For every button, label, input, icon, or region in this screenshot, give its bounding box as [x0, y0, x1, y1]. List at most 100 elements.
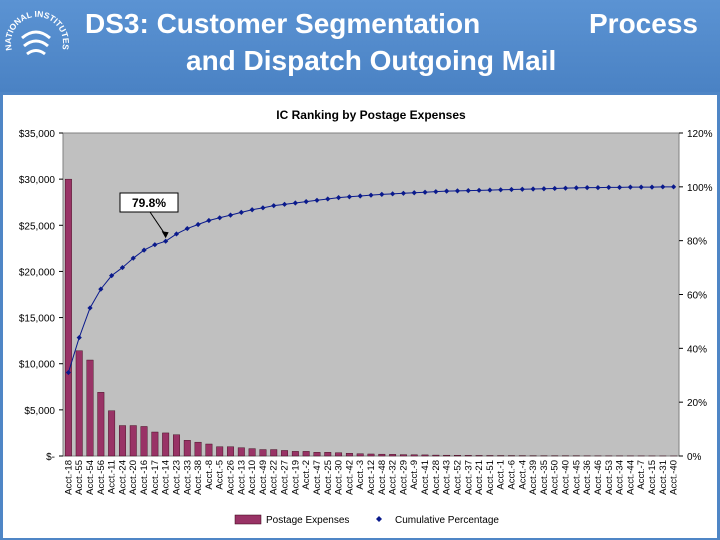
cumulative-point-Acct.-28	[433, 189, 439, 195]
right-axis-tick-label: 40%	[687, 344, 707, 355]
cumulative-point-Acct.-11	[109, 273, 115, 279]
x-tick-label: Acct.-13	[236, 460, 247, 495]
x-tick-label: Acct.-40	[561, 460, 572, 495]
x-tick-label: Acct.-23	[171, 460, 182, 495]
bar-postage-Acct.-9	[410, 454, 418, 457]
x-tick-label: Acct.-26	[226, 460, 237, 495]
cumulative-point-Acct.-38	[195, 221, 201, 228]
cumulative-point-Acct.-18	[65, 369, 72, 376]
cumulative-point-Acct.-6	[508, 186, 515, 193]
x-tick-label: Acct.-49	[258, 460, 269, 495]
legend-label-cumulative: Cumulative Percentage	[395, 515, 499, 526]
bar-postage-Acct.-19	[291, 451, 299, 457]
cumulative-point-Acct.-25	[325, 196, 331, 202]
bar-postage-Acct.-28	[432, 454, 440, 457]
cumulative-point-Acct.-22	[271, 203, 277, 209]
x-tick-label: Acct.-50	[550, 460, 561, 495]
bar-postage-Acct.-48	[378, 453, 386, 457]
cumulative-point-Acct.-49	[260, 205, 266, 211]
cumulative-point-Acct.-29	[400, 190, 407, 196]
bar-postage-Acct.-25	[324, 452, 332, 457]
bar-postage-Acct.-32	[389, 454, 397, 457]
cumulative-point-Acct.-7	[638, 184, 644, 190]
x-tick-label: Acct.-7	[636, 460, 647, 490]
legend-line-marker	[376, 516, 382, 522]
x-tick-label: Acct.-27	[280, 460, 291, 495]
nih-logo: NATIONAL INSTITUTES OF HEALTH	[0, 0, 71, 56]
bar-postage-Acct.-52	[454, 455, 461, 457]
x-tick-label: Acct.-8	[204, 460, 215, 490]
x-tick-label: Acct.-30	[334, 460, 345, 495]
callout-arrowhead	[161, 231, 169, 239]
cumulative-point-Acct.-12	[368, 192, 374, 198]
x-tick-label: Acct.-19	[290, 460, 301, 495]
cumulative-point-Acct.-17	[152, 242, 158, 248]
bar-postage-Acct.-8	[205, 443, 213, 457]
legend-bar-swatch	[234, 514, 262, 525]
legend-label-postage: Postage Expenses	[266, 515, 349, 526]
bar-postage-Acct.-37	[464, 455, 472, 457]
left-axis-tick-label: $35,000	[19, 129, 56, 140]
x-tick-label: Acct.-21	[474, 460, 485, 495]
left-axis-tick-label: $20,000	[19, 267, 56, 278]
x-tick-label: Acct.-53	[604, 460, 615, 495]
cumulative-point-Acct.-5	[217, 215, 223, 221]
bar-postage-Acct.-26	[227, 446, 234, 457]
x-tick-label: Acct.-18	[63, 460, 74, 495]
bar-postage-Acct.-12	[367, 453, 375, 457]
cumulative-point-Acct.-4	[519, 186, 525, 192]
x-tick-label: Acct.-20	[128, 460, 139, 495]
x-tick-label: Acct.-36	[582, 460, 593, 495]
x-tick-label: Acct.-55	[74, 460, 85, 495]
slide-title-line2: and Dispatch Outgoing Mail	[186, 45, 557, 76]
x-tick-label: Acct.-9	[409, 460, 420, 490]
bar-postage-Acct.-21	[475, 455, 483, 457]
x-tick-label: Acct.-1	[496, 460, 507, 490]
cumulative-point-Acct.-31	[660, 184, 666, 190]
cumulative-point-Acct.-19	[292, 200, 298, 206]
bar-postage-Acct.-43	[443, 454, 451, 457]
cumulative-point-Acct.-26	[227, 212, 234, 218]
cumulative-point-Acct.-2	[303, 199, 309, 205]
cumulative-point-Acct.-27	[281, 201, 288, 207]
cumulative-point-Acct.-8	[206, 217, 212, 224]
bar-postage-Acct.-30	[335, 452, 343, 457]
x-tick-label: Acct.-51	[485, 460, 496, 495]
bar-postage-Acct.-10	[248, 448, 256, 457]
cumulative-point-Acct.-37	[465, 188, 471, 194]
callout-label: 79.8%	[132, 196, 166, 210]
x-tick-label: Acct.-54	[85, 460, 96, 495]
x-tick-label: Acct.-10	[247, 460, 258, 495]
svg-text:NATIONAL INSTITUTES OF HEALTH: NATIONAL INSTITUTES OF HEALTH	[0, 0, 71, 51]
slide-title-part2: Process	[589, 8, 698, 39]
right-axis-tick-label: 60%	[687, 291, 707, 302]
bar-postage-Acct.-41	[421, 454, 429, 457]
nih-emblem-icon	[21, 30, 51, 56]
right-axis-tick-label: 100%	[687, 183, 713, 194]
bar-postage-Acct.-29	[399, 454, 407, 457]
logo-text: NATIONAL INSTITUTES OF HEALTH	[0, 0, 71, 51]
cumulative-point-Acct.-39	[530, 186, 536, 192]
cumulative-point-Acct.-32	[390, 191, 396, 197]
pareto-chart: IC Ranking by Postage Expenses $35,000 $30…	[19, 108, 713, 526]
bar-postage-Acct.-42	[345, 453, 353, 457]
bar-postage-Acct.-17	[151, 431, 159, 457]
x-tick-label: Acct.-22	[269, 460, 280, 495]
cumulative-point-Acct.-9	[411, 190, 417, 196]
x-tick-label: Acct.-17	[150, 460, 161, 495]
x-tick-label: Acct.-47	[312, 460, 323, 495]
bar-postage-Acct.-51	[486, 455, 494, 457]
cumulative-point-Acct.-1	[498, 187, 504, 193]
cumulative-point-Acct.-14	[163, 238, 169, 244]
x-tick-label: Acct.-29	[398, 460, 409, 495]
x-tick-label: Acct.-35	[539, 460, 550, 495]
bar-postage-Acct.-55	[75, 350, 83, 457]
cumulative-point-Acct.-40	[670, 184, 677, 190]
bar-postage-Acct.-14	[162, 432, 170, 457]
bar-postage-Acct.-47	[313, 452, 321, 457]
bar-postage-Acct.-16	[140, 426, 148, 457]
x-tick-label: Acct.-16	[139, 460, 150, 495]
x-tick-label: Acct.-15	[647, 460, 658, 495]
right-axis-tick-label: 120%	[687, 129, 713, 140]
callout-arrow-line	[149, 211, 167, 236]
